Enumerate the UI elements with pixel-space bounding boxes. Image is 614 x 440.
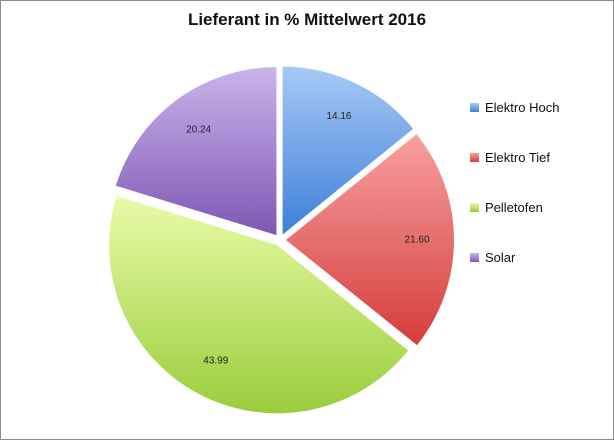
legend-swatch	[470, 202, 479, 212]
legend-swatch	[470, 252, 479, 262]
pie-slice-elektro-hoch	[282, 66, 414, 235]
pie-slice-elektro-tief	[285, 134, 454, 346]
legend-item: Solar	[470, 247, 559, 267]
data-label: 20.24	[186, 124, 211, 135]
data-label: 14.16	[326, 111, 351, 122]
pie-slice-solar	[115, 67, 277, 236]
legend-label: Solar	[485, 249, 516, 265]
chart-legend: Elektro Hoch Elektro Tief Pelletofen Solar	[470, 97, 559, 297]
legend-item: Elektro Tief	[470, 147, 559, 167]
legend-item: Pelletofen	[470, 197, 559, 217]
legend-label: Pelletofen	[485, 199, 543, 215]
pie-slice-pelletofen	[109, 195, 409, 414]
legend-label: Elektro Tief	[485, 149, 551, 165]
legend-label: Elektro Hoch	[485, 99, 560, 115]
legend-swatch	[470, 152, 479, 162]
legend-item: Elektro Hoch	[470, 97, 559, 117]
data-label: 43.99	[203, 356, 228, 367]
legend-swatch	[470, 102, 479, 112]
chart-title: Lieferant in % Mittelwert 2016	[187, 10, 427, 29]
data-label: 21.60	[405, 234, 430, 245]
